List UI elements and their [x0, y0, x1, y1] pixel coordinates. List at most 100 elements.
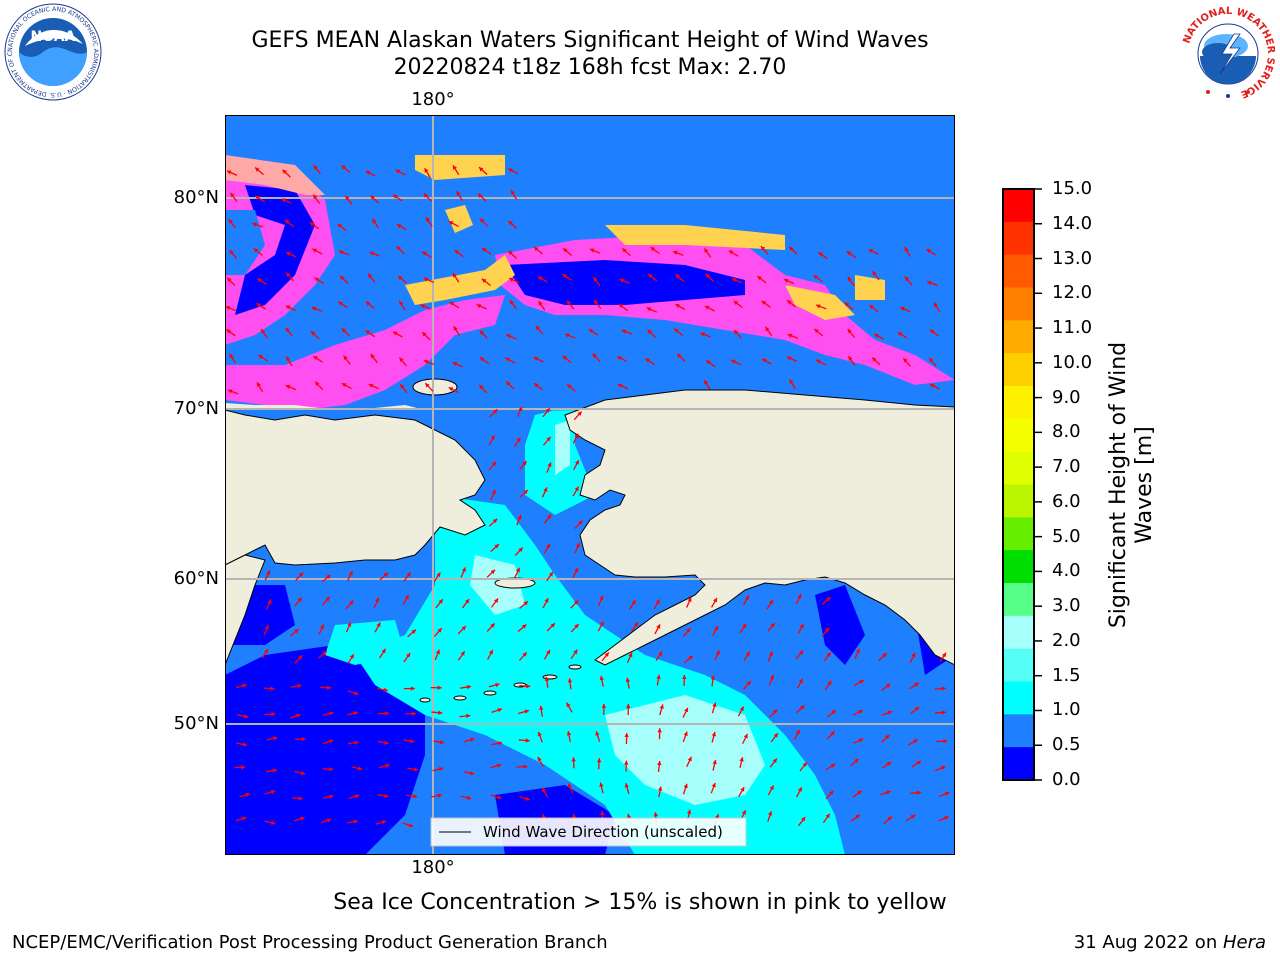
wind-arrow-head	[675, 304, 680, 309]
wind-arrow-head	[438, 710, 443, 715]
wind-arrow-head	[365, 301, 371, 306]
wind-arrow-head	[622, 248, 627, 253]
wind-arrow-head	[847, 276, 852, 282]
wind-arrow-head	[492, 518, 498, 524]
wind-arrow-head	[311, 306, 317, 311]
wind-arrow-head	[339, 275, 345, 281]
wind-arrow-head	[369, 251, 375, 256]
wind-arrow-head	[783, 278, 789, 283]
wind-arrow-head	[229, 250, 234, 255]
wind-arrow-head	[910, 814, 916, 819]
wind-arrow-head	[619, 278, 625, 283]
wind-arrow-head	[887, 816, 892, 821]
wind-arrow-head	[493, 598, 499, 603]
wind-arrow-head	[599, 782, 604, 787]
wind-arrow-head	[508, 168, 513, 173]
wind-arrow-head	[742, 623, 747, 629]
wind-arrow-head	[515, 567, 520, 573]
wind-arrow-head	[677, 353, 682, 359]
wind-arrow-head	[731, 359, 736, 364]
wind-arrow-head	[341, 165, 346, 170]
colorbar-tick-label: 15.0	[1052, 178, 1093, 199]
wind-arrow-head	[438, 599, 443, 604]
colorbar-segment	[1003, 747, 1034, 781]
wind-arrow-head	[769, 785, 774, 790]
wind-arrow-head	[599, 675, 604, 681]
wind-arrow-head	[927, 280, 932, 286]
wind-arrow-head	[298, 655, 303, 660]
land-kamchatka	[225, 554, 266, 666]
wind-arrow-head	[543, 487, 548, 492]
colorbar-segment	[1003, 353, 1034, 387]
wind-arrow-head	[657, 728, 662, 733]
wind-arrow-head	[589, 248, 595, 253]
wind-arrow-head	[929, 383, 935, 388]
wind-arrow-head	[745, 651, 750, 657]
peak-wave-region	[555, 420, 570, 475]
wind-arrow-head	[255, 167, 260, 172]
wind-arrow-head	[411, 629, 416, 634]
wind-arrow-head	[496, 763, 502, 768]
wind-arrow-head	[798, 678, 803, 684]
wind-arrow-head	[714, 625, 719, 631]
wind-arrow-head	[683, 731, 688, 737]
wind-arrow-head	[384, 793, 389, 799]
wind-arrow-head	[384, 740, 389, 745]
wind-arrow-head	[656, 674, 661, 680]
wind-arrow-head	[564, 333, 570, 338]
wind-arrow-head	[857, 790, 862, 795]
wind-arrow-head	[285, 384, 291, 389]
wind-arrow-head	[686, 809, 692, 815]
wind-arrow-head	[264, 625, 269, 630]
wind-arrow-head	[800, 705, 805, 710]
wind-arrow-head	[398, 275, 403, 281]
wind-arrow-head	[575, 542, 580, 548]
wind-arrow-head	[562, 274, 567, 279]
lat-label-60: 60°N	[173, 568, 219, 589]
wind-arrow-head	[566, 300, 572, 306]
wind-arrow-head	[847, 328, 852, 334]
wind-arrow-head	[859, 680, 864, 684]
wind-arrow-head	[282, 169, 287, 175]
wind-arrow-head	[228, 219, 233, 224]
wind-arrow-head	[573, 600, 579, 605]
wind-arrow-head	[545, 408, 550, 413]
wind-arrow-head	[242, 683, 247, 688]
wind-arrow-head	[420, 304, 425, 309]
sea-ice	[505, 260, 745, 305]
wind-arrow-head	[357, 766, 363, 771]
wind-arrow-head	[313, 356, 318, 361]
sea-ice	[785, 285, 855, 320]
wind-arrow-head	[900, 306, 905, 311]
wind-arrow-head	[618, 304, 624, 309]
wind-arrow-head	[715, 650, 720, 655]
wind-arrow-head	[256, 382, 261, 387]
wind-arrow-head	[885, 734, 890, 740]
wind-arrow-head	[497, 741, 503, 746]
wind-arrow-head	[830, 763, 836, 768]
wind-arrow-head	[385, 763, 390, 768]
colorbar-segment	[1003, 451, 1034, 485]
wind-arrow-head	[596, 758, 602, 763]
wind-arrow-head	[825, 813, 830, 819]
wind-arrow-head	[271, 711, 276, 717]
wind-arrow-head	[562, 355, 568, 360]
wind-arrow-head	[761, 300, 767, 306]
sea-ice-caption: Sea Ice Concentration > 15% is shown in …	[333, 890, 947, 915]
wind-arrow-head	[768, 599, 773, 605]
wind-arrow-head	[399, 357, 404, 363]
wind-arrow-head	[226, 170, 232, 175]
wind-arrow-head	[772, 709, 778, 714]
wind-arrow-head	[825, 627, 830, 633]
wind-arrow-head	[285, 327, 290, 333]
wind-arrow-head	[297, 683, 302, 689]
wind-arrow-head	[929, 329, 935, 334]
wind-arrow-head	[683, 783, 688, 789]
wind-arrow-head	[452, 273, 457, 278]
wind-arrow-head	[313, 165, 318, 170]
wind-arrow-head	[628, 652, 633, 658]
colorbar-tick-label: 5.0	[1052, 525, 1081, 547]
wind-arrow-head	[490, 623, 495, 628]
colorbar-segment	[1003, 189, 1034, 223]
wind-arrow-head	[313, 194, 318, 200]
